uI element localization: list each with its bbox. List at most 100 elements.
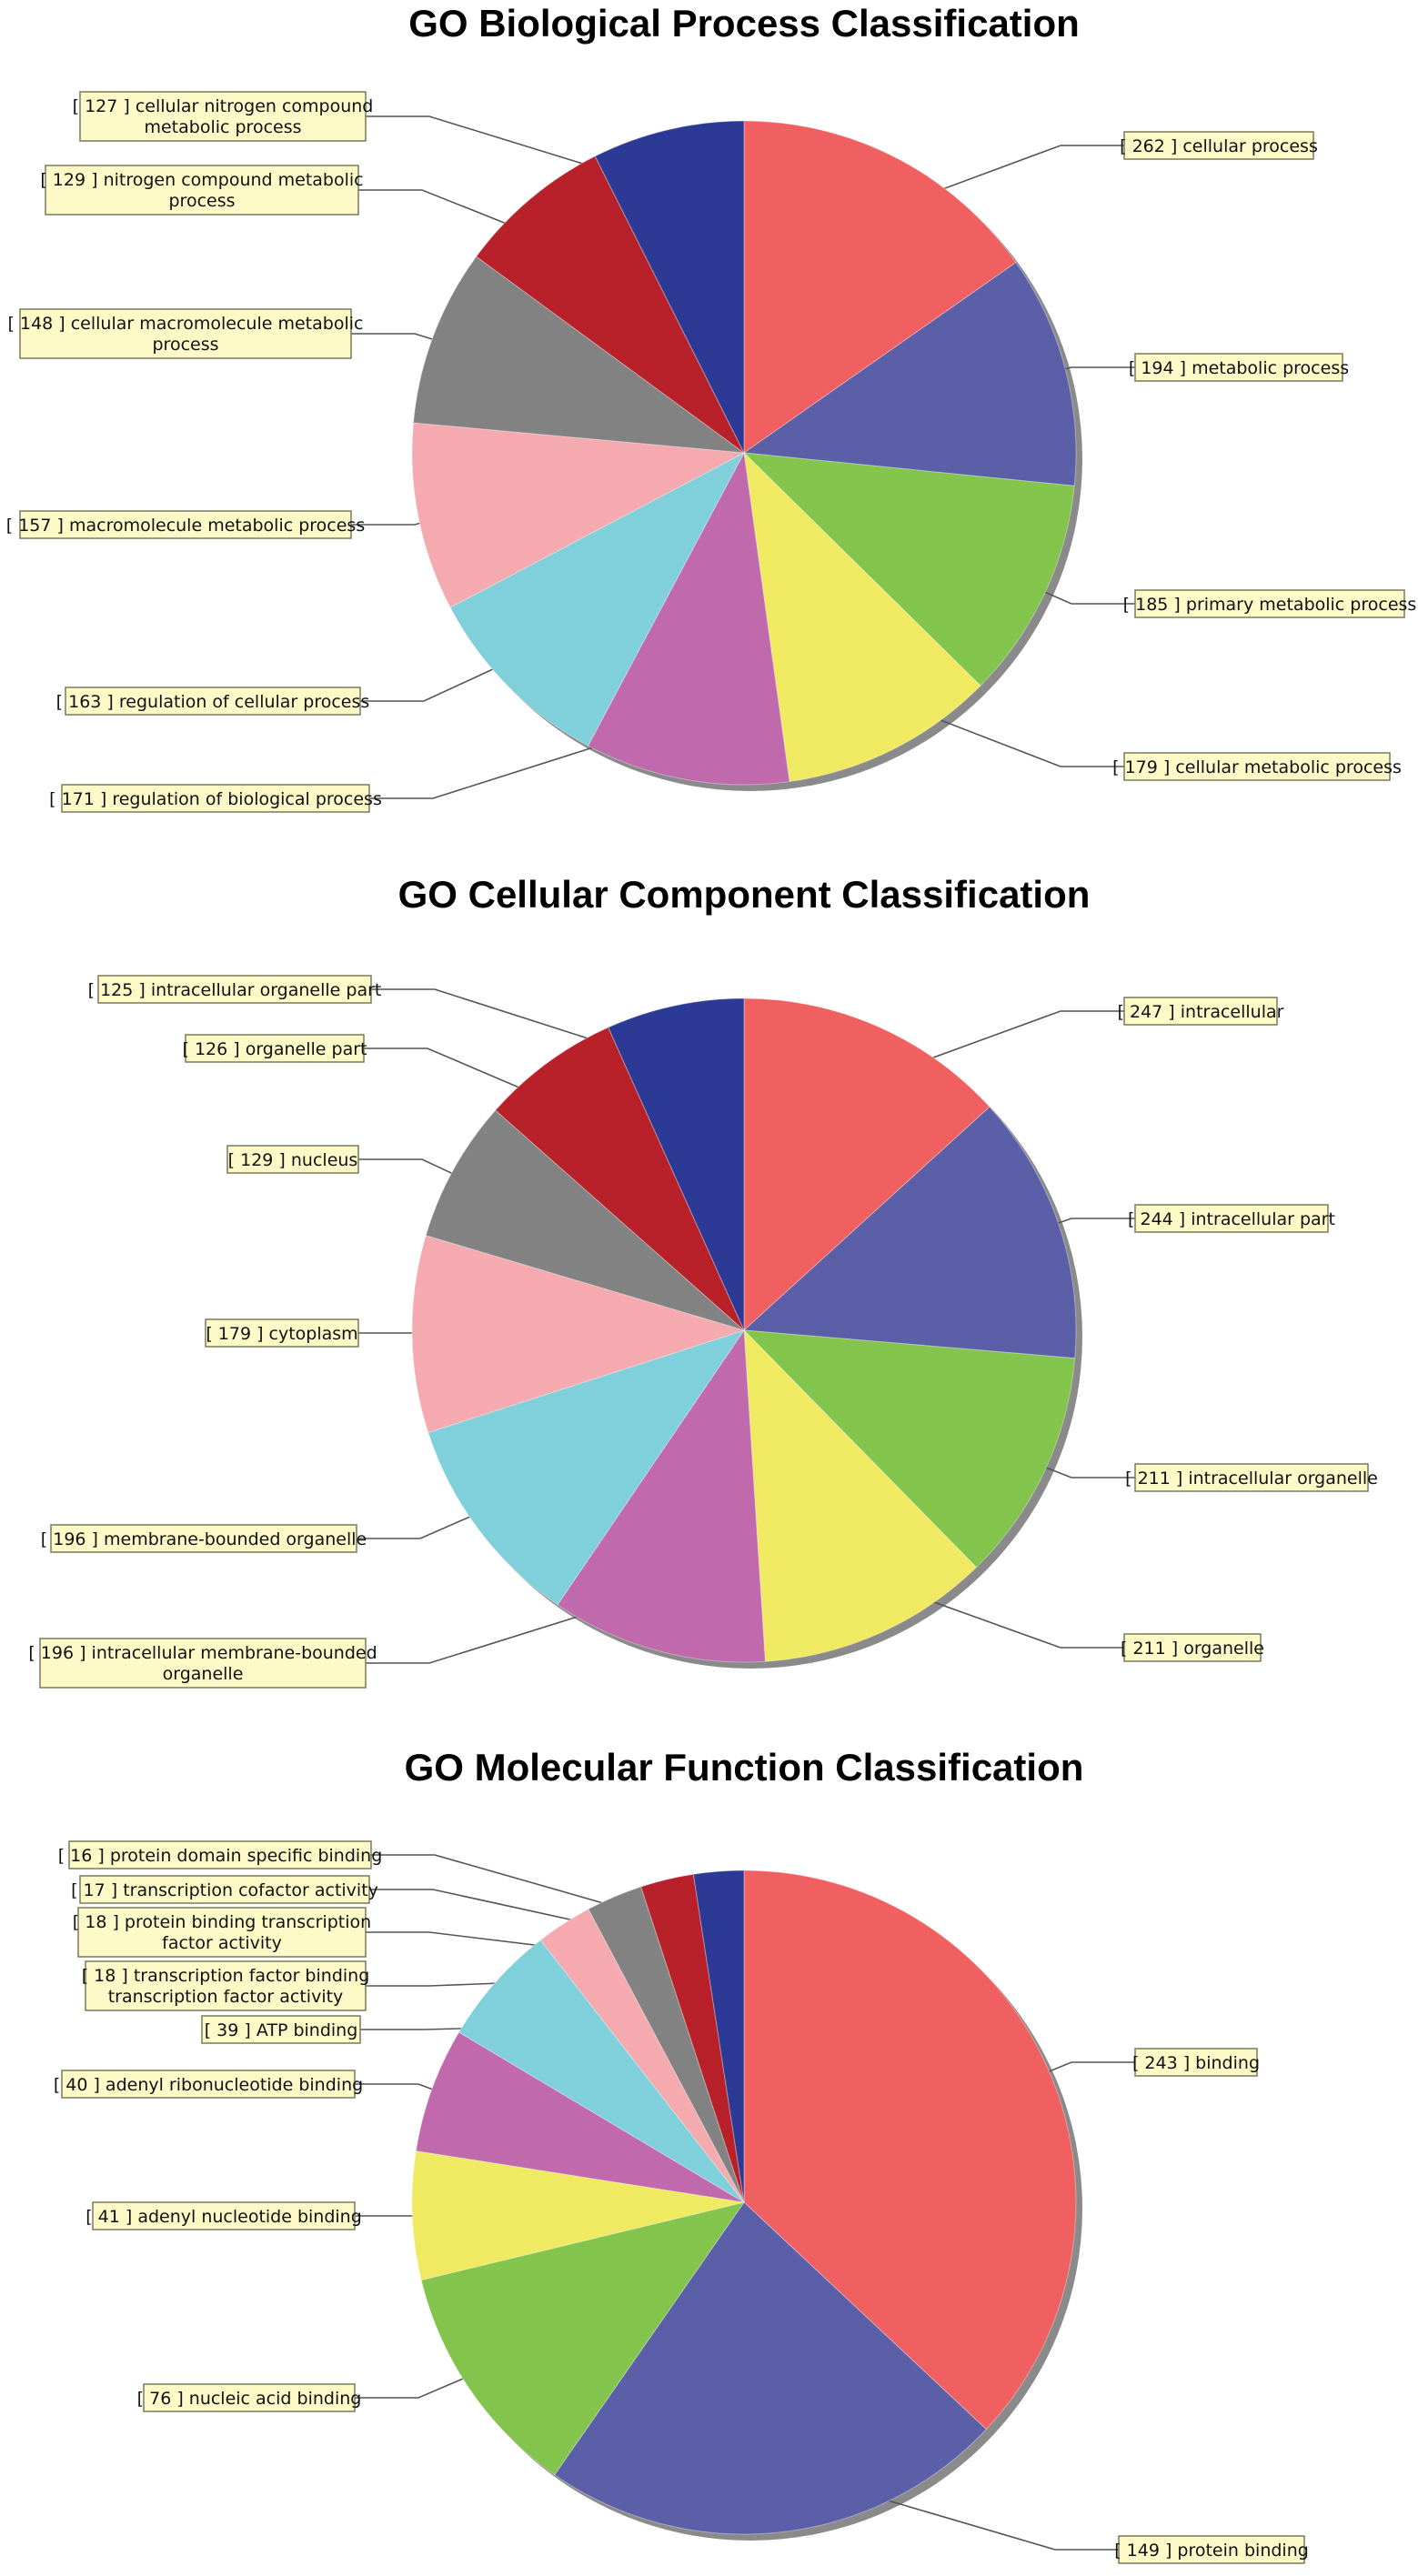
label-box	[226, 1145, 359, 1174]
label-box	[97, 975, 372, 1004]
label-text: [ 179 ] cytoplasm	[206, 1324, 357, 1344]
pie-slice-organelle-part	[495, 1027, 745, 1331]
slice-label-nucleus: [ 129 ] nucleus	[226, 1145, 359, 1174]
slice-labels: [ 243 ] binding [ 149 ] protein binding [ …	[54, 1840, 1309, 2564]
pie-slice-macromolecule-metabolic-process	[411, 422, 746, 608]
pie-slice-nitrogen-compound-metabolic-process	[475, 155, 745, 454]
slice-label-intracellular: [ 247 ] intracellular	[1118, 997, 1284, 1026]
pie-slice-cellular-macromolecule-metabolic-process	[412, 256, 746, 454]
slice-labels: [ 247 ] intracellular [ 244 ] intracellul…	[28, 975, 1378, 1689]
slice-label-cellular-metabolic-process: [ 179 ] cellular metabolic process	[1112, 752, 1402, 781]
label-text: [ 211 ] intracellular organelle	[1125, 1468, 1378, 1488]
label-box	[1134, 353, 1343, 382]
slice-label-regulation-of-cellular-process: [ 163 ] regulation of cellular process	[56, 687, 370, 716]
slice-label-protein-binding: [ 149 ] protein binding	[1114, 2535, 1309, 2564]
slice-label-intracellular-part: [ 244 ] intracellular part	[1128, 1204, 1335, 1233]
label-text: organelle	[163, 1664, 244, 1684]
label-box	[85, 1960, 367, 2011]
label-box	[19, 510, 352, 539]
label-text: [ 196 ] intracellular membrane-bounded	[28, 1643, 377, 1663]
slice-label-intracellular-organelle: [ 211 ] intracellular organelle	[1125, 1463, 1378, 1492]
pie-slice-intracellular-part	[742, 1106, 1077, 1359]
slice-label-cellular-process: [ 262 ] cellular process	[1120, 131, 1318, 160]
pie-slice-organelle	[743, 1328, 978, 1662]
slice-label-intracellular-membrane-bounded-organelle: [ 196 ] intracellular membrane-boundedor…	[28, 1638, 377, 1689]
pie-slice-adenyl-ribonucleotide-binding	[415, 2031, 745, 2203]
label-box	[1123, 1633, 1262, 1662]
slice-label-binding: [ 243 ] binding	[1132, 2048, 1260, 2077]
label-text: [ 185 ] primary metabolic process	[1123, 595, 1417, 615]
pie-slice-metabolic-process	[742, 261, 1077, 486]
slice-label-protein-domain-specific-binding: [ 16 ] protein domain specific binding	[58, 1840, 382, 1869]
label-text: [ 39 ] ATP binding	[205, 2020, 358, 2040]
label-box	[61, 784, 370, 813]
label-box	[1118, 2535, 1305, 2564]
label-text: [ 243 ] binding	[1132, 2053, 1260, 2073]
label-box	[205, 1318, 359, 1348]
slice-label-transcription-cofactor-activity: [ 17 ] transcription cofactor activity	[71, 1875, 378, 1904]
label-text: [ 171 ] regulation of biological process	[49, 789, 382, 809]
label-box	[61, 2070, 356, 2099]
chart-title: GO Biological Process Classification	[408, 2, 1080, 45]
label-text: [ 157 ] macromolecule metabolic process	[6, 516, 365, 536]
label-text: [ 244 ] intracellular part	[1128, 1209, 1335, 1229]
label-text: [ 125 ] intracellular organelle part	[88, 980, 382, 1000]
pie-slice-intracellular-organelle	[742, 1329, 1076, 1569]
label-text: [ 18 ] protein binding transcription	[73, 1912, 371, 1932]
slice-label-organelle: [ 211 ] organelle	[1121, 1633, 1264, 1662]
label-text: factor activity	[162, 1933, 282, 1953]
label-box	[79, 91, 367, 142]
slice-label-adenyl-nucleotide-binding: [ 41 ] adenyl nucleotide binding	[85, 2201, 362, 2230]
slice-label-adenyl-ribonucleotide-binding: [ 40 ] adenyl ribonucleotide binding	[54, 2070, 363, 2099]
slice-label-cytoplasm: [ 179 ] cytoplasm	[205, 1318, 359, 1348]
pie-slice-transcription-cofactor-activity	[640, 1873, 745, 2203]
label-text: process	[168, 191, 235, 211]
slice-label-cellular-nitrogen-compound-metabolic-process: [ 127 ] cellular nitrogen compoundmetabo…	[73, 91, 374, 142]
label-box	[185, 1034, 365, 1063]
chart-title: GO Molecular Function Classification	[405, 1746, 1084, 1789]
pie-slice-regulation-of-cellular-process	[449, 451, 746, 747]
label-text: [ 179 ] cellular metabolic process	[1112, 757, 1402, 777]
pie-slice-protein-binding-transcription-factor-activity	[588, 1886, 745, 2203]
biological-process-pie-chart: GO Biological Process Classification [ 26…	[6, 2, 1417, 813]
label-text: [ 163 ] regulation of cellular process	[56, 692, 370, 712]
label-text: metabolic process	[144, 117, 301, 137]
label-box	[79, 1875, 370, 1904]
label-box	[1123, 752, 1391, 781]
slice-label-primary-metabolic-process: [ 185 ] primary metabolic process	[1123, 589, 1417, 618]
pie-slice-cellular-metabolic-process	[743, 451, 981, 783]
pie-slice-membrane-bounded-organelle	[427, 1329, 746, 1606]
label-text: [ 127 ] cellular nitrogen compound	[73, 96, 374, 116]
label-text: process	[152, 335, 218, 355]
slice-label-regulation-of-biological-process: [ 171 ] regulation of biological process	[49, 784, 382, 813]
label-box	[65, 687, 361, 716]
label-text: transcription factor activity	[108, 1987, 344, 2007]
label-text: [ 18 ] transcription factor binding	[82, 1966, 370, 1986]
pie-slice-nucleic-acid-binding	[420, 2201, 746, 2476]
label-box	[50, 1524, 357, 1553]
label-box	[45, 165, 359, 216]
label-box	[77, 1907, 367, 1958]
chart-title: GO Cellular Component Classification	[398, 873, 1091, 916]
cellular-component-pie-chart: GO Cellular Component Classification [ 24…	[28, 873, 1378, 1689]
label-box	[68, 1840, 372, 1869]
label-box	[143, 2383, 356, 2412]
pie-slice-intracellular-membrane-bounded-organelle	[557, 1328, 766, 1663]
pie-slice-atp-binding	[458, 1939, 745, 2203]
molecular-function-pie-chart: GO Molecular Function Classification [ 24…	[54, 1746, 1309, 2564]
label-text: [ 262 ] cellular process	[1120, 136, 1318, 156]
slice-label-nitrogen-compound-metabolic-process: [ 129 ] nitrogen compound metabolicproce…	[40, 165, 364, 216]
slice-label-intracellular-organelle-part: [ 125 ] intracellular organelle part	[88, 975, 382, 1004]
label-box	[92, 2201, 356, 2230]
label-text: [ 41 ] adenyl nucleotide binding	[85, 2207, 362, 2227]
pie-slice-protein-domain-specific-binding	[692, 1869, 745, 2203]
pie-slice-cellular-process	[743, 120, 1017, 454]
label-box	[201, 2015, 361, 2044]
slice-label-organelle-part: [ 126 ] organelle part	[183, 1034, 367, 1063]
slice-label-cellular-macromolecule-metabolic-process: [ 148 ] cellular macromolecule metabolic…	[8, 308, 363, 359]
slice-label-atp-binding: [ 39 ] ATP binding	[201, 2015, 361, 2044]
pie-slice-intracellular	[743, 997, 991, 1332]
slice-label-transcription-factor-binding-transcription-factor-activity: [ 18 ] transcription factor bindingtrans…	[82, 1960, 370, 2011]
label-box	[1134, 2048, 1258, 2077]
